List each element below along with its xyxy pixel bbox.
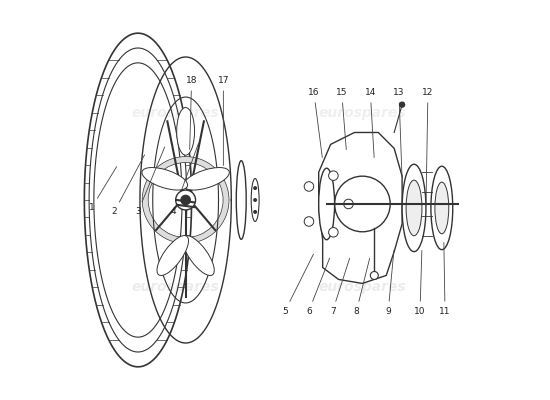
Circle shape	[334, 176, 390, 232]
Ellipse shape	[183, 236, 215, 276]
Text: 3: 3	[135, 147, 164, 216]
Text: 9: 9	[386, 250, 394, 316]
Text: 5: 5	[282, 254, 314, 316]
Circle shape	[304, 217, 314, 226]
Ellipse shape	[184, 168, 229, 190]
Text: eurospares: eurospares	[132, 106, 219, 120]
Text: 16: 16	[308, 88, 322, 158]
Circle shape	[399, 102, 405, 108]
Text: 7: 7	[329, 258, 350, 316]
Ellipse shape	[157, 236, 189, 276]
Ellipse shape	[318, 168, 334, 240]
Text: 17: 17	[218, 76, 229, 166]
Circle shape	[304, 182, 314, 191]
Ellipse shape	[236, 161, 246, 239]
Text: 14: 14	[365, 88, 376, 158]
Circle shape	[175, 190, 196, 210]
Text: 8: 8	[354, 258, 370, 316]
Text: 1: 1	[89, 167, 117, 212]
Text: 6: 6	[306, 258, 329, 316]
Text: 11: 11	[439, 242, 451, 316]
Text: 18: 18	[186, 76, 197, 150]
Circle shape	[328, 228, 338, 237]
Circle shape	[328, 171, 338, 180]
Text: 4: 4	[171, 143, 199, 216]
Ellipse shape	[251, 178, 259, 222]
Text: eurospares: eurospares	[132, 280, 219, 294]
Text: 12: 12	[422, 88, 433, 205]
Wedge shape	[142, 157, 229, 243]
Circle shape	[253, 186, 257, 190]
Polygon shape	[318, 132, 402, 284]
Ellipse shape	[435, 182, 449, 234]
Ellipse shape	[177, 108, 195, 155]
Text: 15: 15	[336, 88, 348, 150]
Circle shape	[370, 272, 378, 280]
Circle shape	[253, 210, 257, 214]
Text: eurospares: eurospares	[318, 280, 406, 294]
Ellipse shape	[402, 164, 426, 252]
Ellipse shape	[431, 166, 453, 250]
Text: eurospares: eurospares	[318, 106, 406, 120]
Text: 10: 10	[414, 250, 426, 316]
Circle shape	[344, 199, 353, 209]
Ellipse shape	[406, 180, 422, 236]
Circle shape	[253, 198, 257, 202]
Text: 13: 13	[393, 88, 405, 177]
Text: 2: 2	[111, 155, 145, 216]
Circle shape	[181, 195, 190, 205]
Ellipse shape	[142, 168, 188, 190]
